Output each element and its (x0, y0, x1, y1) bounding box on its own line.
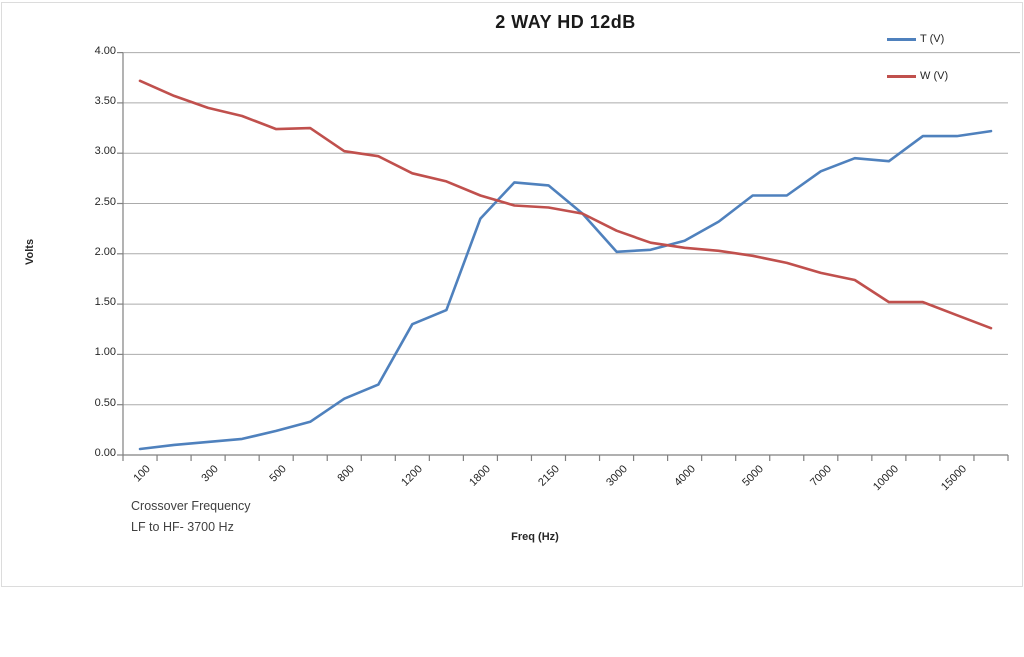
annotation-line-2: LF to HF- 3700 Hz (131, 520, 234, 534)
legend-line-w-icon (887, 75, 916, 78)
y-axis-tick-label: 0.00 (94, 447, 116, 459)
y-axis-tick-label: 4.00 (94, 45, 116, 57)
y-axis-tick-label: 0.50 (94, 397, 116, 409)
chart-frame (1, 2, 1023, 587)
annotation-line-1: Crossover Frequency (131, 499, 251, 513)
y-axis-tick-label: 2.00 (94, 246, 116, 258)
y-axis-title: Volts (24, 238, 36, 265)
y-axis-tick-label: 3.00 (94, 145, 116, 157)
chart-title: 2 WAY HD 12dB (495, 12, 636, 32)
legend-label-t: T (V) (920, 33, 945, 45)
y-axis-tick-label: 1.50 (94, 296, 116, 308)
legend-line-t-icon (887, 38, 916, 41)
x-axis-title: Freq (Hz) (511, 531, 559, 543)
y-axis-tick-label: 1.00 (94, 346, 116, 358)
legend-label-w: W (V) (920, 70, 949, 82)
annotation: Crossover Frequency LF to HF- 3700 Hz (131, 496, 251, 538)
y-axis-tick-label: 2.50 (94, 196, 116, 208)
y-axis-tick-label: 3.50 (94, 95, 116, 107)
